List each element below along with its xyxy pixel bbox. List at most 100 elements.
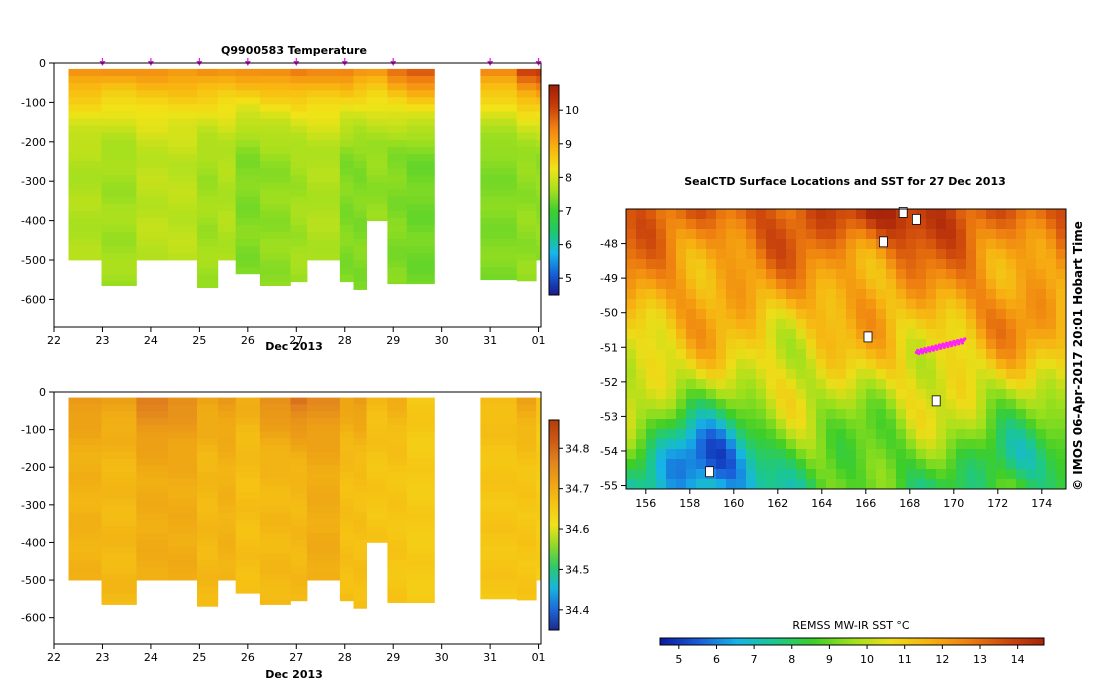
sst-cell	[826, 259, 837, 270]
profile-cell	[387, 451, 408, 459]
sst-cell	[806, 269, 817, 280]
sst-cell	[766, 289, 777, 300]
sst-cell	[946, 409, 957, 420]
profile-cell	[217, 492, 237, 500]
profile-cell	[197, 472, 219, 480]
profile-cell	[536, 566, 542, 575]
profile-cell	[353, 600, 367, 608]
profile-cell	[353, 83, 367, 91]
sst-cell	[766, 219, 777, 230]
profile-cell	[516, 458, 537, 466]
profile-cell	[306, 210, 341, 219]
sst-cell	[1016, 449, 1027, 460]
sst-cell	[896, 439, 907, 450]
sst-cell	[1006, 469, 1017, 480]
profile-cell	[480, 431, 518, 439]
profile-cell	[480, 438, 518, 446]
profile-cell	[101, 154, 137, 162]
profile-cell	[353, 424, 367, 432]
profile-cell	[480, 224, 518, 233]
sst-cell	[906, 279, 917, 290]
profile-cell	[516, 118, 537, 127]
profile-cell	[406, 465, 435, 473]
sst-cell	[876, 449, 887, 460]
sst-cell	[626, 439, 637, 450]
sst-cell	[776, 459, 787, 470]
profile-cell	[197, 404, 219, 412]
sst-cell	[766, 379, 777, 390]
profile-cell	[197, 411, 219, 419]
sst-cell	[876, 209, 887, 220]
sst-cell	[886, 329, 897, 340]
profile-cell	[306, 478, 341, 487]
sst-cell	[1016, 319, 1027, 330]
x-tick-label: 25	[192, 334, 206, 347]
sst-cell	[796, 479, 807, 490]
sst-cell	[656, 279, 667, 290]
sst-cell	[1056, 469, 1067, 480]
profile-cell	[339, 196, 354, 205]
sst-cell	[806, 249, 817, 260]
sst-cell	[816, 379, 827, 390]
sst-cell	[956, 479, 967, 490]
sst-cell	[726, 479, 737, 490]
profile-cell	[406, 146, 435, 155]
profile-cell	[197, 182, 219, 190]
sst-cell	[976, 369, 987, 380]
profile-cell	[339, 438, 354, 446]
profile-cell	[101, 189, 137, 197]
sst-cell	[1036, 359, 1047, 370]
profile-cell	[339, 125, 354, 134]
profile-cell	[217, 68, 237, 77]
profile-cell	[353, 175, 367, 183]
profile-cell	[387, 196, 408, 205]
sst-colorbar-tick-label: 11	[898, 653, 912, 666]
y-tick-label: -200	[21, 461, 46, 474]
profile-cell	[136, 526, 169, 534]
sst-colorbar-tick-label: 7	[751, 653, 758, 666]
profile-cell	[306, 418, 341, 426]
sst-cell	[636, 419, 647, 430]
sst-cell	[826, 279, 837, 290]
sst-cell	[986, 269, 997, 280]
profile-cell	[259, 580, 291, 588]
profile-cell	[290, 472, 308, 480]
sst-cell	[996, 469, 1007, 480]
sst-cell	[836, 449, 847, 460]
profile-cell	[197, 161, 219, 169]
sst-cell	[936, 269, 947, 280]
sst-cell	[776, 419, 787, 430]
sst-cell	[946, 289, 957, 300]
sst-cell	[816, 219, 827, 230]
sst-cell	[766, 279, 777, 290]
profile-cell	[259, 253, 291, 261]
profile-cell	[235, 539, 261, 547]
sst-cell	[846, 299, 857, 310]
profile-cell	[217, 189, 237, 197]
sst-cell	[1046, 379, 1057, 390]
profile-cell	[136, 411, 169, 419]
sst-cell	[746, 459, 757, 470]
y-tick-label: -200	[21, 136, 46, 149]
sst-cell	[1026, 359, 1037, 370]
profile-cell	[536, 539, 542, 547]
profile-cell	[406, 111, 435, 119]
sst-cell	[846, 399, 857, 410]
sst-cell	[976, 419, 987, 430]
sst-cell	[676, 439, 687, 450]
sst-cell	[756, 309, 767, 320]
sst-cell	[766, 349, 777, 360]
profile-cell	[353, 478, 367, 487]
profile-cell	[136, 512, 169, 520]
profile-cell	[68, 253, 102, 261]
sst-cell	[986, 259, 997, 270]
profile-cell	[516, 246, 537, 254]
map-y-tick-label: -52	[600, 376, 618, 389]
sst-cell	[716, 409, 727, 420]
sst-colorbar-tick-label: 12	[935, 653, 949, 666]
sst-cell	[706, 329, 717, 340]
sst-cell	[1056, 409, 1067, 420]
sst-cell	[736, 459, 747, 470]
profile-cell	[536, 418, 542, 426]
